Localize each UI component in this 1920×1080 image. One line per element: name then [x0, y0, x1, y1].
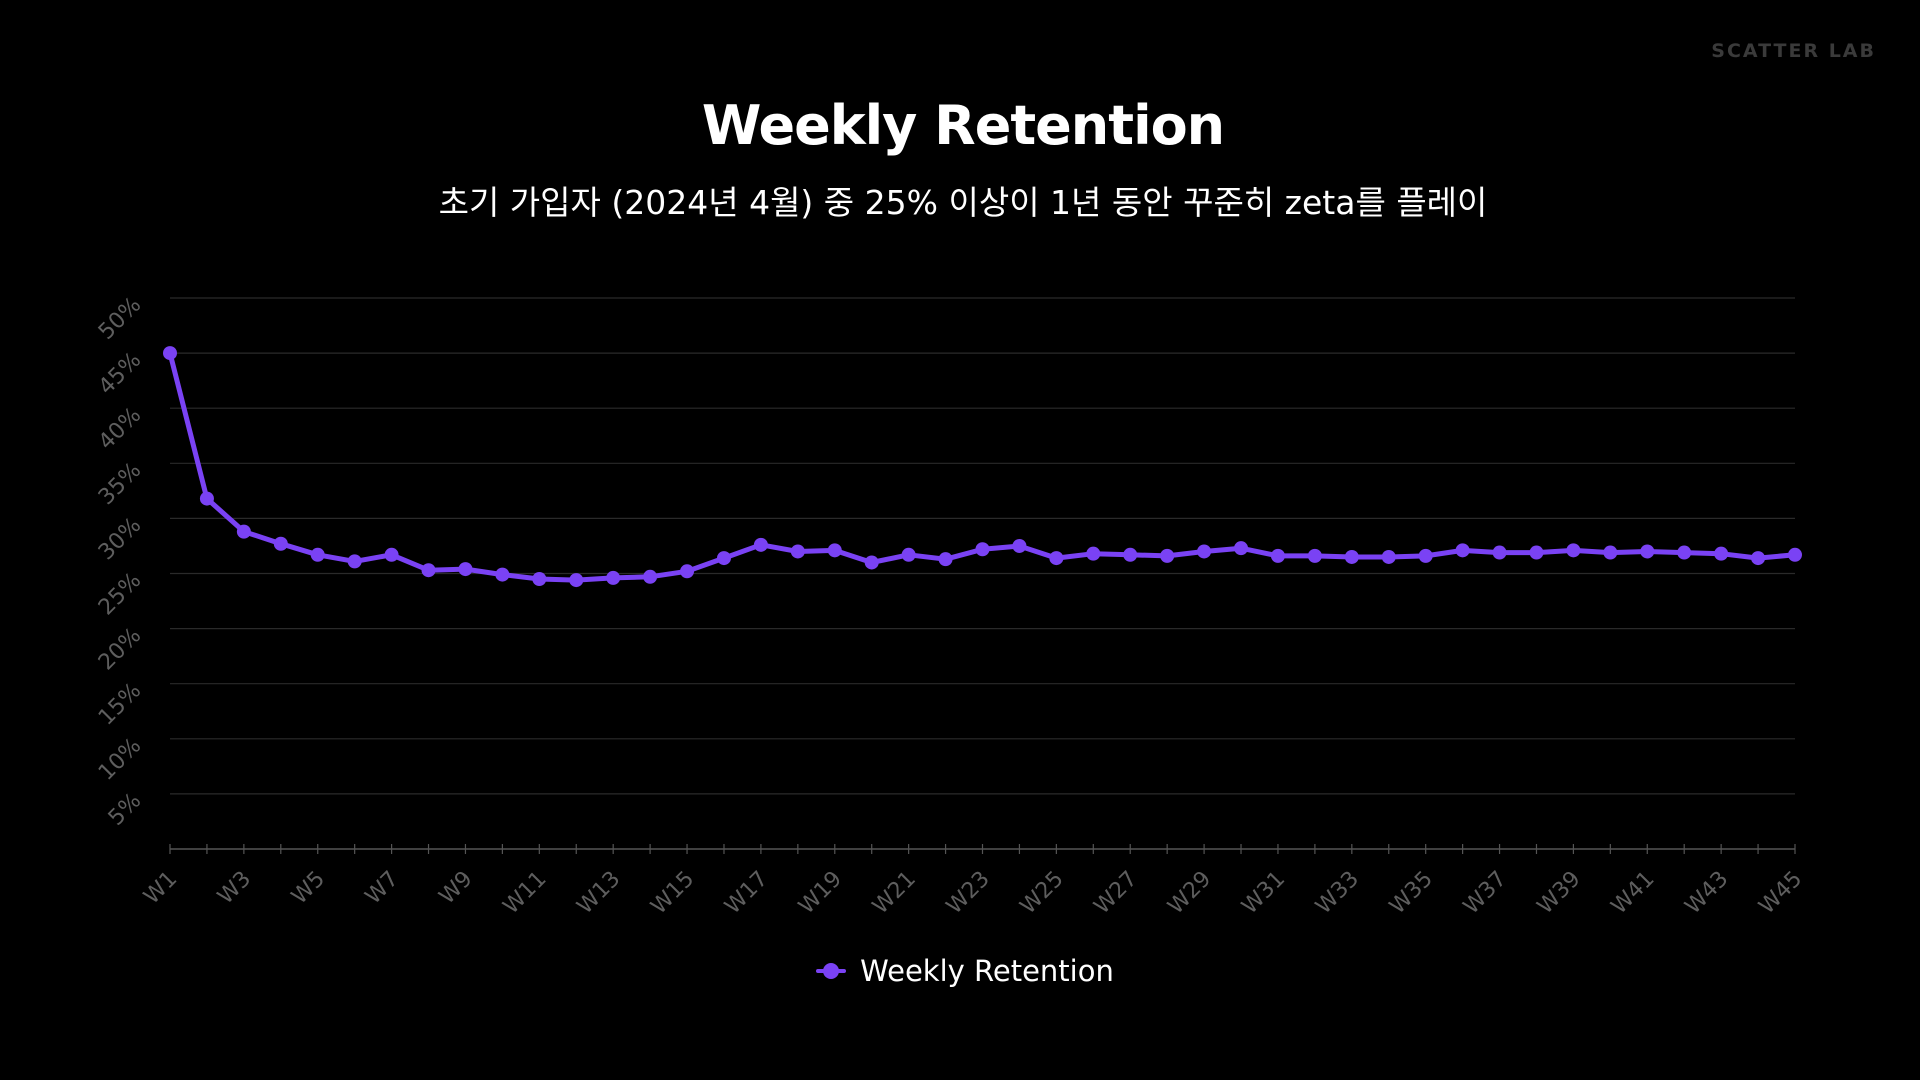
- data-point: [1086, 546, 1101, 561]
- legend-label: Weekly Retention: [860, 954, 1114, 988]
- x-tick-label: W15: [646, 867, 699, 920]
- data-point: [273, 536, 288, 551]
- x-tick-label: W25: [1016, 867, 1069, 920]
- data-point: [1492, 545, 1507, 560]
- y-tick-label: 50%: [94, 293, 146, 345]
- x-tick-label: W21: [868, 867, 921, 920]
- data-point: [1677, 545, 1692, 560]
- data-point: [569, 573, 584, 588]
- data-point: [1307, 548, 1322, 563]
- x-tick-label: W7: [361, 867, 404, 910]
- x-tick-label: W37: [1459, 867, 1512, 920]
- chart-subtitle: 초기 가입자 (2024년 4월) 중 25% 이상이 1년 동안 꾸준히 ze…: [438, 183, 1488, 222]
- x-tick-label: W5: [287, 867, 330, 910]
- chart-title: Weekly Retention: [701, 94, 1225, 157]
- x-tick-label: W45: [1754, 867, 1807, 920]
- legend-marker-icon: [816, 961, 847, 981]
- series-weekly-retention: [163, 346, 1802, 588]
- data-point: [421, 563, 436, 578]
- x-tick-label: W41: [1607, 867, 1660, 920]
- data-point: [643, 569, 658, 584]
- data-point: [606, 570, 621, 585]
- data-point: [458, 562, 473, 577]
- x-tick-label: W43: [1681, 867, 1734, 920]
- x-tick-label: W35: [1385, 867, 1438, 920]
- data-point: [1640, 544, 1655, 559]
- x-tick-label: W3: [213, 867, 256, 910]
- data-point: [680, 564, 695, 579]
- data-point: [716, 551, 731, 566]
- data-point: [199, 491, 214, 506]
- x-tick-label: W17: [720, 867, 773, 920]
- data-point: [1381, 549, 1396, 564]
- data-point: [1788, 547, 1802, 562]
- x-tick-label: W13: [573, 867, 626, 920]
- data-point: [1714, 546, 1729, 561]
- data-point: [163, 346, 177, 361]
- data-point: [347, 554, 362, 569]
- grid-lines: [170, 297, 1795, 795]
- x-axis-tick-labels: W1 W3 W5 W7 W9 W11 W13 W15 W17 W19 W21 W23 W25 W27 W29…: [139, 867, 1807, 920]
- data-point: [1049, 551, 1064, 566]
- data-point: [236, 524, 251, 539]
- data-point: [1270, 548, 1285, 563]
- data-point: [938, 552, 953, 567]
- y-tick-label: 15%: [94, 678, 146, 730]
- y-tick-label: 20%: [94, 623, 146, 675]
- x-tick-label: W29: [1163, 867, 1216, 920]
- x-tick-label: W19: [794, 867, 847, 920]
- data-point: [1751, 551, 1766, 566]
- data-point: [753, 537, 768, 552]
- data-point: [1344, 549, 1359, 564]
- y-tick-label: 30%: [94, 513, 146, 565]
- y-tick-label: 25%: [94, 568, 146, 620]
- data-point: [384, 547, 399, 562]
- data-point: [1160, 548, 1175, 563]
- y-tick-label: 45%: [94, 348, 146, 400]
- x-tick-label: W23: [942, 867, 995, 920]
- chart-legend: Weekly Retention: [0, 954, 1920, 988]
- data-point: [1012, 538, 1027, 553]
- x-tick-label: W31: [1237, 867, 1290, 920]
- data-point: [827, 543, 842, 558]
- y-tick-label: 35%: [94, 458, 146, 510]
- brand-logo-text: SCATTER LAB: [1711, 40, 1876, 62]
- data-point: [1418, 548, 1433, 563]
- x-tick-label: W11: [499, 867, 552, 920]
- x-tick-label: W9: [435, 867, 478, 910]
- x-tick-label: W39: [1533, 867, 1586, 920]
- x-tick-label: W33: [1311, 867, 1364, 920]
- x-tick-label: W27: [1090, 867, 1143, 920]
- data-point: [1197, 544, 1212, 559]
- data-point: [790, 544, 805, 559]
- x-tick-label: W1: [139, 867, 182, 910]
- y-tick-label: 40%: [94, 403, 146, 455]
- data-point: [1123, 547, 1138, 562]
- data-point: [901, 547, 916, 562]
- y-axis-tick-labels: 5%10%15%20%25%30%35%40%45%50%: [94, 293, 146, 831]
- data-point: [1566, 543, 1581, 558]
- data-point: [1529, 545, 1544, 560]
- data-point: [1455, 543, 1470, 558]
- data-point: [1234, 541, 1249, 556]
- data-point: [310, 547, 325, 562]
- data-point: [495, 567, 510, 582]
- y-tick-label: 10%: [94, 733, 146, 785]
- data-point: [1603, 545, 1618, 560]
- x-axis: [169, 844, 1796, 854]
- data-point: [864, 555, 879, 570]
- data-point: [532, 572, 547, 587]
- y-tick-label: 5%: [104, 788, 146, 830]
- data-point: [975, 542, 990, 557]
